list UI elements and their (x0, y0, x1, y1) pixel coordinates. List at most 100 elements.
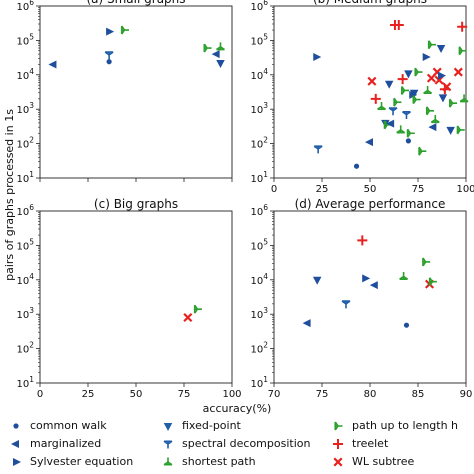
data-point (403, 322, 410, 328)
data-point (362, 274, 371, 283)
y-tick-label: 105 (250, 32, 268, 47)
legend-marker-icon (163, 423, 173, 431)
data-point (120, 25, 129, 35)
legend-marker-icon (163, 440, 173, 449)
x-tick-label: 85 (412, 389, 425, 400)
y-tick-label: 105 (16, 32, 34, 47)
data-point (302, 319, 311, 328)
x-tick-label: 75 (412, 184, 425, 195)
x-tick-label: 70 (268, 389, 281, 400)
data-point (422, 257, 431, 267)
shared-ylabel: pairs of graphs processed in 1s (3, 109, 16, 281)
y-tick-label: 105 (250, 237, 268, 252)
x-tick-label: 25 (316, 184, 329, 195)
data-point (458, 46, 467, 56)
panel-title: (a) Small graphs (86, 0, 185, 6)
data-point (313, 52, 322, 61)
y-tick-label: 101 (16, 170, 34, 185)
x-tick-label: 80 (364, 389, 377, 400)
x-tick-label: 50 (130, 389, 143, 400)
data-point (386, 119, 395, 128)
y-tick-label: 101 (250, 170, 268, 185)
y-tick-label: 103 (250, 306, 268, 321)
data-point (428, 123, 437, 132)
y-tick-label: 103 (250, 101, 268, 116)
legend-marker-icon (13, 423, 19, 429)
data-point (459, 94, 469, 103)
x-tick-label: 90 (460, 389, 473, 400)
data-point (216, 42, 225, 51)
legend-label: marginalized (30, 437, 102, 450)
data-point (393, 97, 402, 107)
y-tick-label: 102 (16, 341, 34, 356)
data-point (405, 138, 411, 144)
y-tick-label: 106 (16, 0, 34, 13)
data-point (370, 93, 381, 104)
panel-frame (273, 210, 467, 384)
data-points (313, 20, 469, 169)
y-tick-label: 102 (250, 341, 268, 356)
data-point (442, 82, 452, 92)
data-point (106, 27, 115, 36)
chart-panel-c: (c) Big graphs 101 102 103 104 105 106 0 25 50 75 1… (16, 197, 241, 400)
chart-panel-a: (a) Small graphs 101 102 103 104 105 106 (16, 0, 233, 185)
data-point (449, 98, 458, 108)
y-tick-label: 104 (16, 67, 34, 82)
data-point (365, 138, 373, 147)
data-point (313, 145, 323, 154)
data-points (48, 25, 225, 69)
panel-frame (273, 5, 467, 179)
panel-frame (39, 5, 233, 179)
y-tick-label: 103 (16, 101, 34, 116)
x-tick-label: 0 (271, 184, 277, 195)
panel-title: (d) Average performance (295, 197, 446, 211)
data-point (353, 163, 360, 169)
data-point (393, 20, 404, 31)
data-point (203, 43, 212, 53)
legend-marker-icon (163, 457, 173, 466)
data-point (183, 313, 193, 323)
data-point (216, 60, 225, 69)
data-point (357, 235, 368, 246)
data-point (428, 277, 437, 287)
data-point (436, 45, 446, 54)
data-point (399, 271, 409, 281)
data-point (397, 74, 408, 85)
legend-label: spectral decomposition (182, 437, 311, 450)
data-point (369, 281, 378, 290)
legend-label: Sylvester equation (30, 455, 134, 468)
data-point (457, 21, 468, 32)
y-tick-label: 102 (16, 136, 34, 151)
data-point (438, 94, 448, 103)
y-tick-label: 104 (250, 272, 268, 287)
data-point (409, 89, 419, 98)
y-tick-label: 106 (16, 203, 34, 218)
data-point (396, 125, 406, 134)
data-point (427, 40, 436, 50)
legend-marker-icon (334, 421, 343, 431)
legend-label: shortest path (182, 455, 256, 468)
panel-frame (39, 210, 233, 384)
data-point (414, 67, 423, 77)
data-point (425, 106, 435, 116)
data-point (48, 60, 57, 69)
data-point (446, 126, 455, 135)
chart-panel-d: (d) Average performance 101 102 103 104 105 10… (250, 197, 472, 400)
y-tick-label: 106 (250, 0, 268, 13)
data-points (302, 235, 437, 328)
x-tick-label: 75 (178, 389, 191, 400)
data-points (183, 304, 202, 323)
y-tick-label: 102 (250, 136, 268, 151)
legend-label: treelet (352, 437, 389, 450)
data-point (453, 67, 463, 77)
data-point (312, 276, 322, 285)
legend-label: common walk (30, 419, 107, 432)
x-tick-label: 50 (364, 184, 377, 195)
data-point (430, 115, 440, 124)
data-point (388, 107, 398, 116)
data-point (401, 86, 410, 95)
legend-marker-icon (13, 458, 21, 466)
data-point (438, 71, 447, 80)
